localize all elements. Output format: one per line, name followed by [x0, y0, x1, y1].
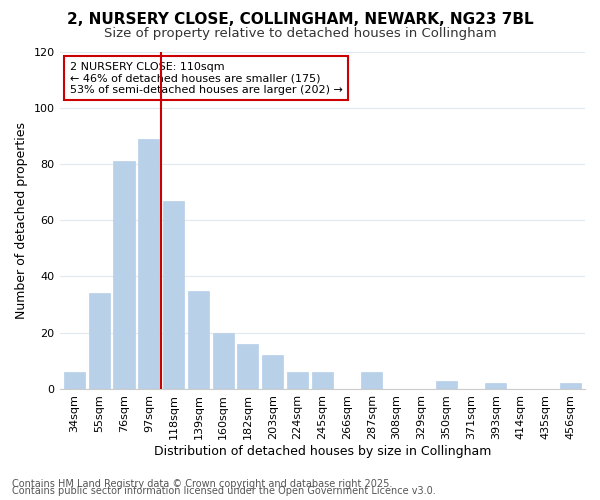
Bar: [436, 380, 457, 389]
X-axis label: Distribution of detached houses by size in Collingham: Distribution of detached houses by size …: [154, 444, 491, 458]
Y-axis label: Number of detached properties: Number of detached properties: [15, 122, 28, 318]
Text: Contains HM Land Registry data © Crown copyright and database right 2025.: Contains HM Land Registry data © Crown c…: [12, 479, 392, 489]
Bar: [89, 294, 110, 389]
Bar: [560, 384, 581, 389]
Text: Size of property relative to detached houses in Collingham: Size of property relative to detached ho…: [104, 28, 496, 40]
Bar: [312, 372, 333, 389]
Bar: [238, 344, 259, 389]
Bar: [188, 290, 209, 389]
Text: 2 NURSERY CLOSE: 110sqm
← 46% of detached houses are smaller (175)
53% of semi-d: 2 NURSERY CLOSE: 110sqm ← 46% of detache…: [70, 62, 343, 95]
Bar: [163, 200, 184, 389]
Text: 2, NURSERY CLOSE, COLLINGHAM, NEWARK, NG23 7BL: 2, NURSERY CLOSE, COLLINGHAM, NEWARK, NG…: [67, 12, 533, 28]
Bar: [287, 372, 308, 389]
Bar: [212, 332, 233, 389]
Bar: [361, 372, 382, 389]
Bar: [113, 161, 134, 389]
Bar: [138, 138, 160, 389]
Bar: [64, 372, 85, 389]
Text: Contains public sector information licensed under the Open Government Licence v3: Contains public sector information licen…: [12, 486, 436, 496]
Bar: [485, 384, 506, 389]
Bar: [262, 355, 283, 389]
